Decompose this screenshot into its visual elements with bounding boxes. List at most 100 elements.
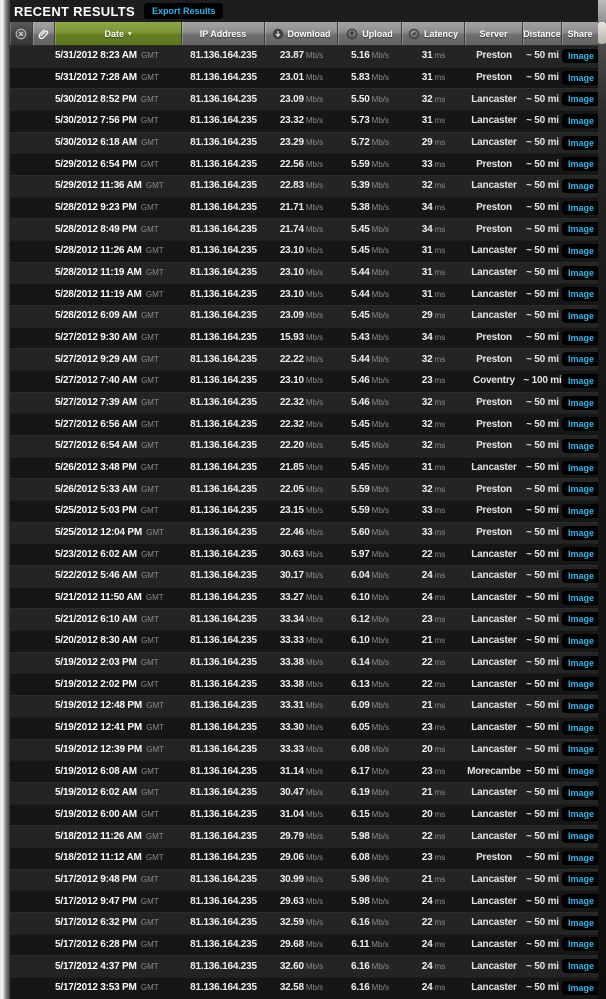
- timezone-label: GMT: [138, 636, 159, 646]
- result-download: 33.34 Mb/s: [279, 613, 324, 625]
- result-server: Lancaster: [471, 743, 517, 755]
- result-download: 21.74 Mb/s: [279, 223, 324, 235]
- share-image-button[interactable]: Image: [562, 178, 598, 193]
- column-label-distance: Distance: [523, 28, 561, 39]
- result-latency: 34 ms: [421, 202, 446, 214]
- share-image-button[interactable]: Image: [562, 48, 598, 63]
- share-image-button[interactable]: Image: [562, 980, 598, 995]
- result-share: Image: [562, 222, 598, 237]
- share-image-button[interactable]: Image: [562, 720, 598, 735]
- column-header-ip[interactable]: IP Address: [182, 22, 265, 45]
- share-image-button[interactable]: Image: [562, 698, 598, 713]
- speed-unit-label: Mb/s: [305, 289, 324, 299]
- column-label-share: Share: [567, 28, 593, 39]
- share-image-button[interactable]: Image: [562, 70, 598, 85]
- result-distance: ~ 50 mi: [526, 115, 559, 127]
- share-image-button[interactable]: Image: [562, 157, 598, 172]
- share-image-button[interactable]: Image: [562, 655, 598, 670]
- latency-unit-label: ms: [434, 484, 446, 494]
- speed-unit-label: Mb/s: [305, 636, 324, 646]
- column-header-share[interactable]: Share: [562, 22, 598, 45]
- share-image-button[interactable]: Image: [562, 417, 598, 432]
- speed-unit-label: Mb/s: [371, 116, 389, 126]
- share-image-button[interactable]: Image: [562, 872, 598, 887]
- result-share: Image: [562, 178, 598, 193]
- result-date: 5/21/2012 11:50 AM GMT: [55, 592, 164, 604]
- result-ip: 81.136.164.235: [190, 158, 257, 170]
- scrollbar-track[interactable]: [598, 44, 606, 999]
- share-image-button[interactable]: Image: [562, 308, 598, 323]
- share-image-button[interactable]: Image: [562, 568, 598, 583]
- share-image-button[interactable]: Image: [562, 92, 598, 107]
- clear-results-button[interactable]: [10, 22, 33, 45]
- export-results-button[interactable]: Export Results: [143, 3, 224, 19]
- table-row: 5/17/2012 9:47 PM GMT 81.136.164.235 29.…: [10, 890, 598, 912]
- result-download: 23.10 Mb/s: [279, 267, 324, 279]
- share-image-button[interactable]: Image: [562, 438, 598, 453]
- share-image-button[interactable]: Image: [562, 352, 598, 367]
- share-image-button[interactable]: Image: [562, 959, 598, 974]
- table-row: 5/18/2012 11:26 AM GMT 81.136.164.235 29…: [10, 825, 598, 847]
- column-header-distance[interactable]: Distance: [523, 22, 562, 45]
- share-image-button[interactable]: Image: [562, 894, 598, 909]
- share-image-button[interactable]: Image: [562, 829, 598, 844]
- share-image-button[interactable]: Image: [562, 287, 598, 302]
- column-header-download[interactable]: Download: [265, 22, 338, 45]
- table-row: 5/25/2012 12:04 PM GMT 81.136.164.235 22…: [10, 521, 598, 544]
- share-image-button[interactable]: Image: [562, 265, 598, 280]
- share-image-button[interactable]: Image: [562, 742, 598, 757]
- share-image-button[interactable]: Image: [562, 677, 598, 692]
- result-share: Image: [562, 959, 598, 974]
- speed-unit-label: Mb/s: [305, 918, 324, 928]
- latency-unit-label: ms: [434, 874, 446, 884]
- scrollbar-thumb[interactable]: [598, 22, 606, 44]
- timezone-label: GMT: [138, 441, 159, 451]
- share-image-button[interactable]: Image: [562, 135, 598, 150]
- result-date: 5/25/2012 12:04 PM GMT: [55, 527, 165, 539]
- share-image-button[interactable]: Image: [562, 785, 598, 800]
- share-image-button[interactable]: Image: [562, 525, 598, 540]
- share-image-button[interactable]: Image: [562, 395, 598, 410]
- share-image-button[interactable]: Image: [562, 482, 598, 497]
- column-header-latency[interactable]: Latency: [402, 22, 465, 45]
- speed-unit-label: Mb/s: [371, 896, 389, 906]
- column-header-date[interactable]: Date ▾: [55, 22, 182, 45]
- column-header-server[interactable]: Server: [465, 22, 523, 45]
- timezone-label: GMT: [143, 289, 164, 299]
- share-image-button[interactable]: Image: [562, 503, 598, 518]
- tag-button[interactable]: [33, 22, 55, 45]
- share-image-button[interactable]: Image: [562, 612, 598, 627]
- share-image-button[interactable]: Image: [562, 764, 598, 778]
- speed-unit-label: Mb/s: [371, 506, 389, 516]
- share-image-button[interactable]: Image: [562, 807, 598, 822]
- result-latency: 24 ms: [421, 938, 446, 950]
- speed-unit-label: Mb/s: [371, 874, 389, 884]
- share-image-button[interactable]: Image: [562, 633, 598, 648]
- share-image-button[interactable]: Image: [562, 373, 598, 388]
- share-image-button[interactable]: Image: [562, 937, 598, 952]
- share-image-button[interactable]: Image: [562, 200, 598, 215]
- share-image-button[interactable]: Image: [562, 850, 598, 865]
- column-header-upload[interactable]: Upload: [338, 22, 402, 45]
- result-share: Image: [562, 850, 598, 865]
- share-image-button[interactable]: Image: [562, 915, 598, 930]
- timezone-label: GMT: [138, 463, 159, 473]
- result-server: Preston: [476, 50, 512, 62]
- result-latency: 33 ms: [421, 158, 446, 170]
- result-server: Lancaster: [471, 678, 517, 690]
- result-date: 5/27/2012 6:56 AM GMT: [55, 418, 159, 430]
- share-image-button[interactable]: Image: [562, 330, 598, 345]
- share-image-button[interactable]: Image: [562, 590, 598, 605]
- share-image-button[interactable]: Image: [562, 547, 598, 562]
- share-image-button[interactable]: Image: [562, 460, 598, 475]
- result-upload: 5.97 Mb/s: [350, 548, 389, 560]
- result-download: 30.99 Mb/s: [279, 873, 324, 885]
- result-distance: ~ 50 mi: [526, 397, 559, 409]
- speed-unit-label: Mb/s: [305, 874, 324, 884]
- share-image-button[interactable]: Image: [562, 222, 598, 237]
- result-server: Lancaster: [471, 830, 517, 842]
- share-image-button[interactable]: Image: [562, 243, 598, 258]
- share-image-button[interactable]: Image: [562, 113, 598, 128]
- timezone-label: GMT: [138, 549, 159, 559]
